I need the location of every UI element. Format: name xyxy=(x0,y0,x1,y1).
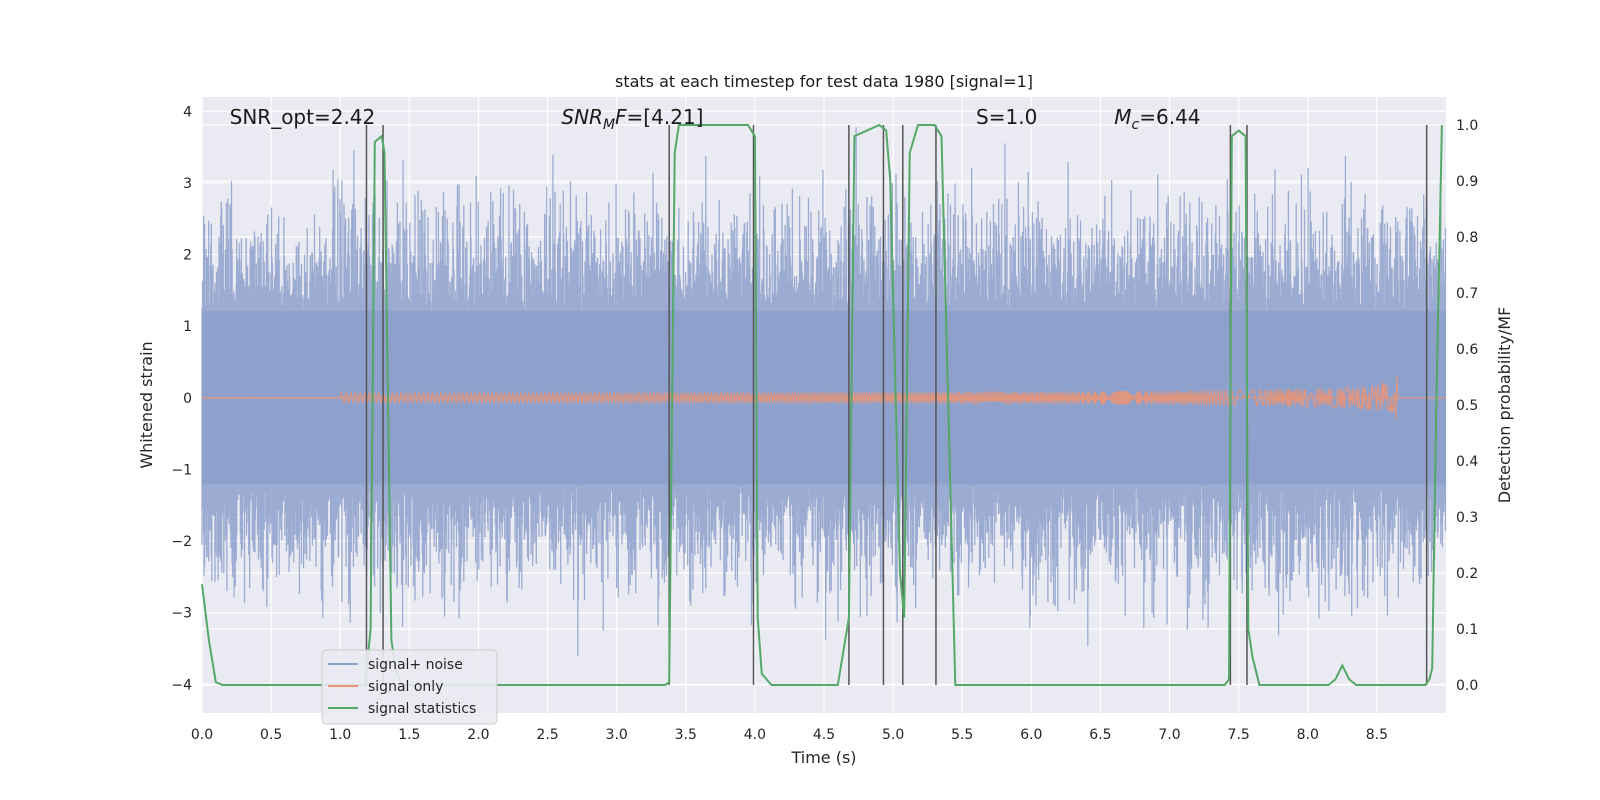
legend-box xyxy=(321,649,498,725)
y2-tick-label: 0.9 xyxy=(1456,174,1478,190)
y2-tick-label: 0.7 xyxy=(1456,286,1478,302)
x-tick-label: 8.0 xyxy=(1297,727,1319,743)
chirp-trace xyxy=(201,376,1399,420)
legend-label: signal statistics xyxy=(368,701,476,717)
annotation: Mc=6.44 xyxy=(1114,105,1200,133)
y-tick-label: 3 xyxy=(183,176,192,192)
y2-tick-label: 0.1 xyxy=(1456,622,1478,638)
x-tick-label: 6.0 xyxy=(1020,727,1042,743)
legend-label: signal only xyxy=(368,679,443,695)
y2-tick-label: 0.2 xyxy=(1456,566,1478,582)
x-axis-label: Time (s) xyxy=(790,748,856,767)
x-tick-label: 4.5 xyxy=(813,727,835,743)
x-tick-label: 3.5 xyxy=(675,727,697,743)
x-tick-label: 3.0 xyxy=(606,727,628,743)
stats-trace xyxy=(201,123,1443,686)
x-tick-label: 1.5 xyxy=(398,727,420,743)
y-tick-label: −1 xyxy=(171,462,192,478)
annotation: SNR_opt=2.42 xyxy=(230,105,376,129)
y-tick-label: 1 xyxy=(183,319,192,335)
y-axis-left: 4 3 2 1 0 −1 −2 −3 −4 xyxy=(171,104,192,693)
y2-tick-label: 0.3 xyxy=(1456,510,1478,526)
y-axis-right: 1.0 0.9 0.8 0.7 0.6 0.5 0.4 0.3 0.2 0.1 0.0 xyxy=(1456,118,1478,694)
x-tick-label: 2.0 xyxy=(467,727,489,743)
x-tick-label: 7.0 xyxy=(1158,727,1180,743)
y-tick-label: 0 xyxy=(183,391,192,407)
x-tick-label: 4.0 xyxy=(744,727,766,743)
x-tick-label: 5.5 xyxy=(951,727,973,743)
annotations: SNR_opt=2.42 SNRMF=[4.21] S=1.0 Mc=6.44 xyxy=(230,105,1201,133)
annotation: SNRMF=[4.21] xyxy=(561,105,703,133)
chart-title: stats at each timestep for test data 198… xyxy=(615,72,1033,91)
legend: signal+ noise signal only signal statistic… xyxy=(321,649,498,725)
x-tick-label: 6.5 xyxy=(1089,727,1111,743)
series-signal-only xyxy=(201,376,1446,420)
x-tick-label: 5.0 xyxy=(882,727,904,743)
y-tick-label: −4 xyxy=(171,677,192,693)
y-tick-label: −2 xyxy=(171,534,192,550)
y2-tick-label: 0.6 xyxy=(1456,342,1478,358)
legend-label: signal+ noise xyxy=(368,657,463,673)
x-tick-label: 8.5 xyxy=(1366,727,1388,743)
series-signal-statistics xyxy=(201,123,1443,686)
x-tick-label: 0.0 xyxy=(191,727,213,743)
y-axis-label: Whitened strain xyxy=(137,341,156,468)
y-tick-label: −3 xyxy=(171,606,192,622)
y2-tick-label: 0.0 xyxy=(1456,678,1478,694)
y-tick-label: 2 xyxy=(183,248,192,264)
x-tick-label: 7.5 xyxy=(1228,727,1250,743)
y2-tick-label: 0.5 xyxy=(1456,398,1478,414)
y-tick-label: 4 xyxy=(183,104,192,120)
y2-tick-label: 0.8 xyxy=(1456,230,1478,246)
x-tick-label: 0.5 xyxy=(260,727,282,743)
y2-tick-label: 0.4 xyxy=(1456,454,1478,470)
x-tick-label: 1.0 xyxy=(329,727,351,743)
y2-axis-label: Detection probability/MF xyxy=(1495,307,1514,504)
annotation: S=1.0 xyxy=(976,105,1037,129)
x-tick-label: 2.5 xyxy=(536,727,558,743)
y2-tick-label: 1.0 xyxy=(1456,118,1478,134)
x-axis: 0.0 0.5 1.0 1.5 2.0 2.5 3.0 3.5 4.0 4.5 5.0 5.5 6.0 6… xyxy=(191,727,1388,743)
